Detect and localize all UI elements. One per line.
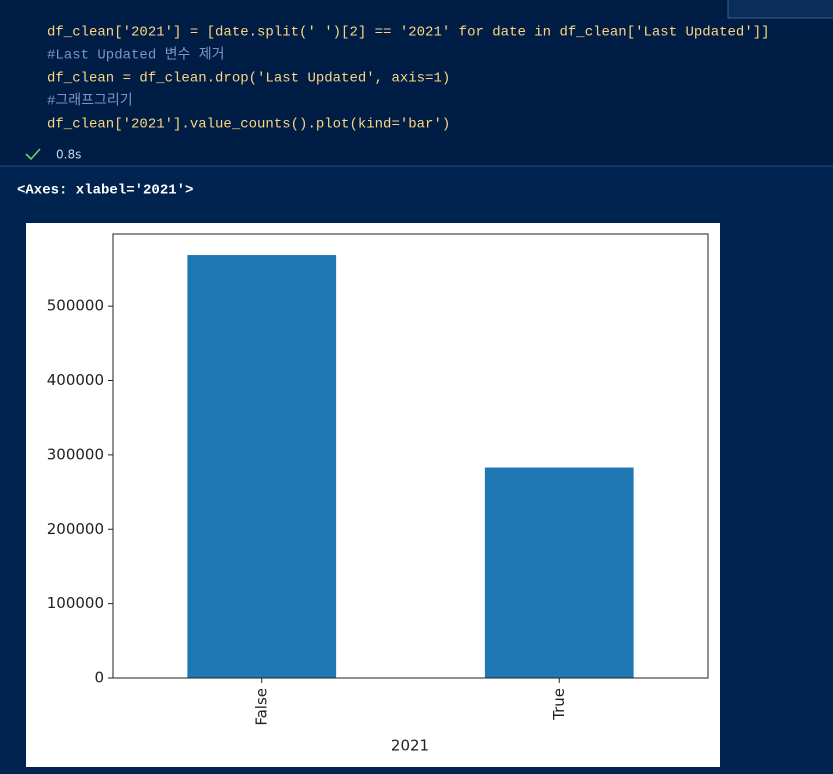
success-icon bbox=[25, 148, 41, 161]
x-axis-label: 2021 bbox=[391, 737, 429, 755]
y-tick-label: 0 bbox=[94, 669, 104, 687]
bar bbox=[484, 467, 634, 678]
code-line: df_clean = df_clean.drop('Last Updated',… bbox=[47, 71, 450, 87]
bar bbox=[187, 255, 337, 678]
output-text: <Axes: xlabel='2021'> bbox=[17, 183, 193, 199]
y-tick-label: 500000 bbox=[47, 297, 104, 315]
y-tick-label: 200000 bbox=[47, 520, 104, 538]
y-tick-label: 100000 bbox=[47, 594, 104, 612]
code-comment: #Last Updated 변수 제거 bbox=[47, 47, 225, 64]
y-tick-label: 400000 bbox=[47, 371, 104, 389]
code-comment: #그래프그리기 bbox=[47, 93, 133, 110]
exec-time: 0.8s bbox=[56, 148, 81, 162]
cell-toolbar[interactable] bbox=[727, 0, 833, 19]
code-line: df_clean['2021'].value_counts().plot(kin… bbox=[47, 117, 450, 133]
chart: 0 100000 200000 300000 400000 500000 False True bbox=[47, 233, 709, 726]
x-tick-label: False bbox=[252, 688, 270, 726]
y-tick-label: 300000 bbox=[47, 445, 104, 463]
code-line: df_clean['2021'] = [date.split(' ')[2] =… bbox=[47, 25, 770, 41]
x-tick-label: True bbox=[550, 688, 568, 721]
code-cell bbox=[0, 0, 833, 166]
axes-frame bbox=[112, 233, 709, 679]
